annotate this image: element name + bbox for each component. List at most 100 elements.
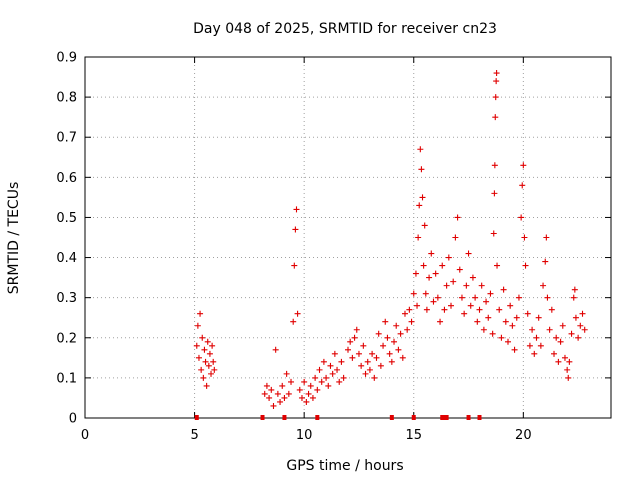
data-point xyxy=(210,358,217,365)
data-point xyxy=(291,262,298,269)
data-point xyxy=(448,302,455,309)
data-point xyxy=(362,370,369,377)
data-point xyxy=(416,202,423,209)
y-tick-label: 0.6 xyxy=(56,171,77,186)
data-point xyxy=(384,334,391,341)
data-point xyxy=(296,386,303,393)
data-point xyxy=(492,114,499,121)
data-point xyxy=(205,362,212,369)
data-point xyxy=(293,206,300,213)
data-point xyxy=(456,266,463,273)
data-point xyxy=(496,306,503,313)
data-point xyxy=(555,358,562,365)
data-point xyxy=(432,270,439,277)
data-point xyxy=(193,342,200,349)
data-point xyxy=(200,374,207,381)
data-point xyxy=(568,330,575,337)
data-point xyxy=(419,194,426,201)
zero-point xyxy=(477,415,482,420)
data-point xyxy=(351,334,358,341)
data-point xyxy=(450,278,457,285)
data-point xyxy=(418,166,425,173)
grid-layer xyxy=(85,57,611,418)
data-point xyxy=(197,310,204,317)
x-tick-label: 15 xyxy=(405,428,422,443)
y-tick-label: 0.3 xyxy=(56,291,77,306)
data-point xyxy=(373,354,380,361)
data-point xyxy=(487,290,494,297)
data-point xyxy=(526,342,533,349)
data-point xyxy=(467,302,474,309)
data-point xyxy=(489,330,496,337)
data-point xyxy=(349,354,356,361)
data-point xyxy=(533,334,540,341)
data-point xyxy=(391,338,398,345)
data-point xyxy=(543,234,550,241)
zero-point xyxy=(389,415,394,420)
data-point xyxy=(491,190,498,197)
x-tick-label: 10 xyxy=(296,428,313,443)
data-point xyxy=(476,306,483,313)
data-point xyxy=(202,358,209,365)
data-point xyxy=(401,310,408,317)
data-point xyxy=(294,310,301,317)
data-point xyxy=(386,350,393,357)
data-point xyxy=(395,346,402,353)
data-point xyxy=(358,362,365,369)
data-point xyxy=(371,374,378,381)
data-point xyxy=(513,314,520,321)
data-point xyxy=(575,334,582,341)
data-point xyxy=(277,398,284,405)
data-point xyxy=(334,366,341,373)
x-axis-label: GPS time / hours xyxy=(286,458,403,474)
data-point xyxy=(377,362,384,369)
data-point xyxy=(430,298,437,305)
data-points xyxy=(193,70,588,420)
data-point xyxy=(577,322,584,329)
zero-point xyxy=(411,415,416,420)
data-point xyxy=(421,222,428,229)
y-tick-label: 0.5 xyxy=(56,211,77,226)
data-point xyxy=(347,338,354,345)
data-point xyxy=(195,354,202,361)
data-point xyxy=(441,306,448,313)
data-point xyxy=(331,350,338,357)
data-point xyxy=(478,282,485,289)
data-point xyxy=(312,374,319,381)
data-point xyxy=(415,234,422,241)
data-point xyxy=(463,282,470,289)
data-point xyxy=(542,258,549,265)
data-point xyxy=(485,314,492,321)
zero-point xyxy=(194,415,199,420)
y-axis-label: SRMTID / TECUs xyxy=(6,182,22,295)
data-point xyxy=(206,350,213,357)
data-point xyxy=(266,394,273,401)
data-point xyxy=(461,310,468,317)
zero-point xyxy=(444,415,449,420)
data-point xyxy=(491,162,498,169)
data-point xyxy=(465,250,472,257)
data-point xyxy=(504,338,511,345)
data-point xyxy=(375,330,382,337)
y-tick-label: 0 xyxy=(69,412,77,427)
data-point xyxy=(559,322,566,329)
zero-point xyxy=(282,415,287,420)
data-point xyxy=(203,382,210,389)
data-point xyxy=(364,358,371,365)
data-point xyxy=(493,78,500,85)
data-point xyxy=(382,318,389,325)
data-point xyxy=(412,270,419,277)
data-point xyxy=(553,334,560,341)
data-point xyxy=(274,390,281,397)
data-point xyxy=(355,350,362,357)
data-point xyxy=(423,306,430,313)
data-point xyxy=(268,386,275,393)
data-point xyxy=(519,182,526,189)
y-tick-label: 0.8 xyxy=(56,91,77,106)
data-point xyxy=(194,322,201,329)
data-point xyxy=(211,366,218,373)
data-point xyxy=(480,326,487,333)
data-point xyxy=(540,282,547,289)
data-point xyxy=(509,322,516,329)
